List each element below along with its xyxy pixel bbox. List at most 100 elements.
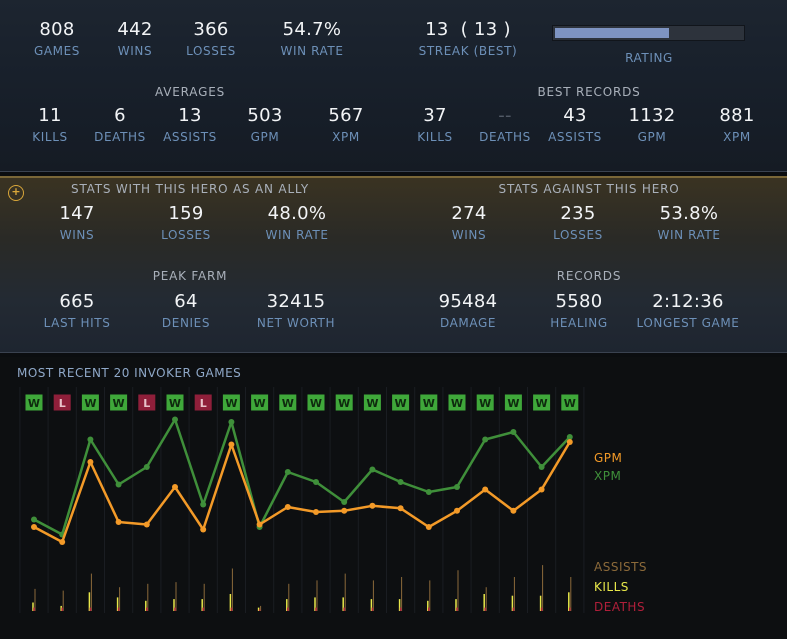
denies-value: 64 [174, 291, 198, 312]
against-losses-value: 235 [560, 203, 596, 224]
streak-stat: 13 ( 13 ) STREAK (BEST) [419, 20, 518, 59]
healing-label: HEALING [550, 316, 608, 330]
win-badge [306, 393, 326, 412]
win-badge [391, 393, 411, 412]
net-worth-label: NET WORTH [256, 316, 336, 330]
against-win-rate-label: WIN RATE [657, 228, 721, 242]
best-xpm-value: 881 [719, 105, 755, 126]
against-wins-stat: 274 WINS [451, 204, 486, 243]
rating-bar-fill [555, 28, 669, 38]
loss-badge [193, 393, 213, 412]
avg-kills-value: 11 [38, 105, 62, 126]
damage-value: 95484 [438, 291, 498, 312]
result-label: L [200, 397, 207, 410]
result-label: W [254, 397, 266, 410]
damage-label: DAMAGE [439, 316, 497, 330]
wins-label: WINS [117, 44, 153, 58]
wins-value: 442 [117, 19, 153, 40]
result-label: W [536, 397, 548, 410]
best-deaths-label: DEATHS [479, 130, 531, 144]
result-label: W [28, 397, 40, 410]
ally-wins-stat: 147 WINS [59, 204, 94, 243]
result-label: L [59, 397, 66, 410]
result-label: W [366, 397, 378, 410]
longest-game-value: 2:12:36 [652, 291, 724, 312]
win-badge [532, 393, 552, 412]
result-label: W [225, 397, 237, 410]
avg-assists-value: 13 [178, 105, 202, 126]
xpm-point [115, 481, 122, 488]
streak-value: 13 ( 13 ) [425, 19, 511, 40]
win-badge [24, 393, 44, 412]
win-badge [221, 393, 241, 412]
avg-gpm-label: GPM [250, 130, 280, 144]
ally-losses-label: LOSSES [161, 228, 211, 242]
best-assists-label: ASSISTS [548, 130, 602, 144]
against-wins-label: WINS [451, 228, 487, 242]
overview-panel: 808 GAMES 442 WINS 366 LOSSES 54.7% WIN … [0, 0, 787, 172]
against-win-rate-value: 53.8% [659, 203, 719, 224]
gpm-point [228, 441, 235, 448]
ally-losses-value: 159 [168, 203, 204, 224]
xpm-point [566, 434, 573, 440]
ally-wins-value: 147 [59, 203, 95, 224]
result-label: L [143, 397, 150, 410]
recent-games-title: MOST RECENT 20 INVOKER GAMES [17, 366, 242, 380]
last-hits-stat: 665 LAST HITS [44, 292, 111, 331]
healing-stat: 5580 HEALING [550, 292, 608, 331]
damage-stat: 95484 DAMAGE [439, 292, 498, 331]
xpm-point [425, 489, 432, 495]
avg-deaths-value: 6 [114, 105, 126, 126]
gpm-point [115, 519, 122, 525]
gpm-point [284, 504, 291, 510]
rating-bar [552, 25, 745, 41]
averages-title: AVERAGES [155, 85, 225, 99]
win-badge [503, 393, 523, 412]
best-deaths-stat: -- DEATHS [479, 106, 531, 145]
gpm-point [200, 526, 207, 533]
ally-wins-label: WINS [59, 228, 95, 242]
ally-title: STATS WITH THIS HERO AS AN ALLY [71, 182, 309, 196]
healing-value: 5580 [555, 291, 603, 312]
avg-kills-label: KILLS [32, 130, 68, 144]
legend-gpm: GPM [594, 451, 623, 465]
result-label: W [479, 397, 491, 410]
avg-assists-label: ASSISTS [163, 130, 217, 144]
gpm-point [369, 502, 376, 509]
best-assists-value: 43 [563, 105, 587, 126]
gpm-point [59, 539, 66, 545]
streak-label: STREAK (BEST) [418, 44, 518, 58]
win-badge [475, 393, 495, 412]
best-records-title: BEST RECORDS [537, 85, 641, 99]
avg-xpm-label: XPM [332, 130, 360, 144]
avg-deaths-stat: 6 DEATHS [94, 106, 146, 145]
xpm-point [538, 464, 545, 470]
result-label: W [84, 397, 96, 410]
denies-stat: 64 DENIES [162, 292, 210, 331]
best-xpm-stat: 881 XPM [719, 106, 754, 145]
win-rate-label: WIN RATE [280, 44, 344, 58]
loss-badge [137, 393, 157, 412]
longest-game-label: LONGEST GAME [636, 316, 740, 330]
avg-xpm-value: 567 [328, 105, 364, 126]
hero-ally-icon: + [8, 185, 24, 201]
avg-kills-stat: 11 KILLS [32, 106, 67, 145]
legend-deaths: DEATHS [594, 600, 646, 614]
best-xpm-label: XPM [723, 130, 751, 144]
avg-gpm-value: 503 [247, 105, 283, 126]
result-label: W [310, 397, 322, 410]
xpm-point [143, 464, 150, 470]
loss-badge [52, 393, 72, 412]
result-label: W [338, 397, 350, 410]
best-gpm-stat: 1132 GPM [628, 106, 675, 145]
hero-matchup-panel: + STATS WITH THIS HERO AS AN ALLY STATS … [0, 176, 787, 353]
win-badge [165, 393, 185, 412]
result-label: W [395, 397, 407, 410]
result-label: W [451, 397, 463, 410]
gpm-point [510, 507, 517, 514]
gpm-point [425, 524, 432, 530]
avg-gpm-stat: 503 GPM [247, 106, 282, 145]
gpm-point [454, 507, 460, 514]
win-badge [362, 393, 382, 412]
